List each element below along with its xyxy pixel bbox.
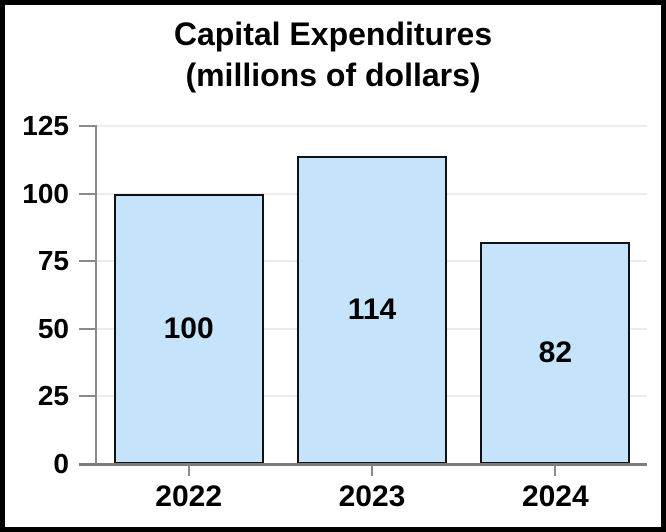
x-axis-line (79, 463, 647, 466)
bar (297, 155, 447, 464)
y-axis-line (95, 125, 97, 464)
bar-value-label: 100 (163, 311, 214, 345)
chart-title: Capital Expenditures (millions of dollar… (5, 14, 661, 96)
y-tick (79, 192, 95, 195)
chart-title-line1: Capital Expenditures (173, 16, 493, 52)
bar-value-label: 82 (538, 336, 573, 370)
y-tick (79, 260, 95, 263)
y-tick-label: 0 (53, 448, 69, 479)
y-tick-label: 50 (37, 312, 69, 344)
x-tick-label: 2022 (155, 480, 223, 513)
x-tick-label: 2023 (338, 480, 406, 513)
x-tick-label: 2024 (521, 480, 589, 513)
bar (480, 242, 631, 464)
bar (113, 193, 264, 464)
x-tick (187, 466, 190, 476)
y-tick (79, 327, 95, 330)
y-tick-label: 100 (22, 177, 69, 209)
y-tick-label: 125 (22, 110, 69, 141)
y-tick (79, 125, 95, 127)
chart-title-line2: (millions of dollars) (185, 57, 481, 93)
x-tick (371, 466, 373, 476)
bar-value-label: 114 (347, 292, 397, 326)
gridline (97, 125, 647, 127)
y-tick-label: 75 (37, 245, 69, 277)
y-tick (79, 395, 95, 398)
x-tick (554, 466, 557, 476)
y-tick-label: 25 (37, 380, 69, 412)
